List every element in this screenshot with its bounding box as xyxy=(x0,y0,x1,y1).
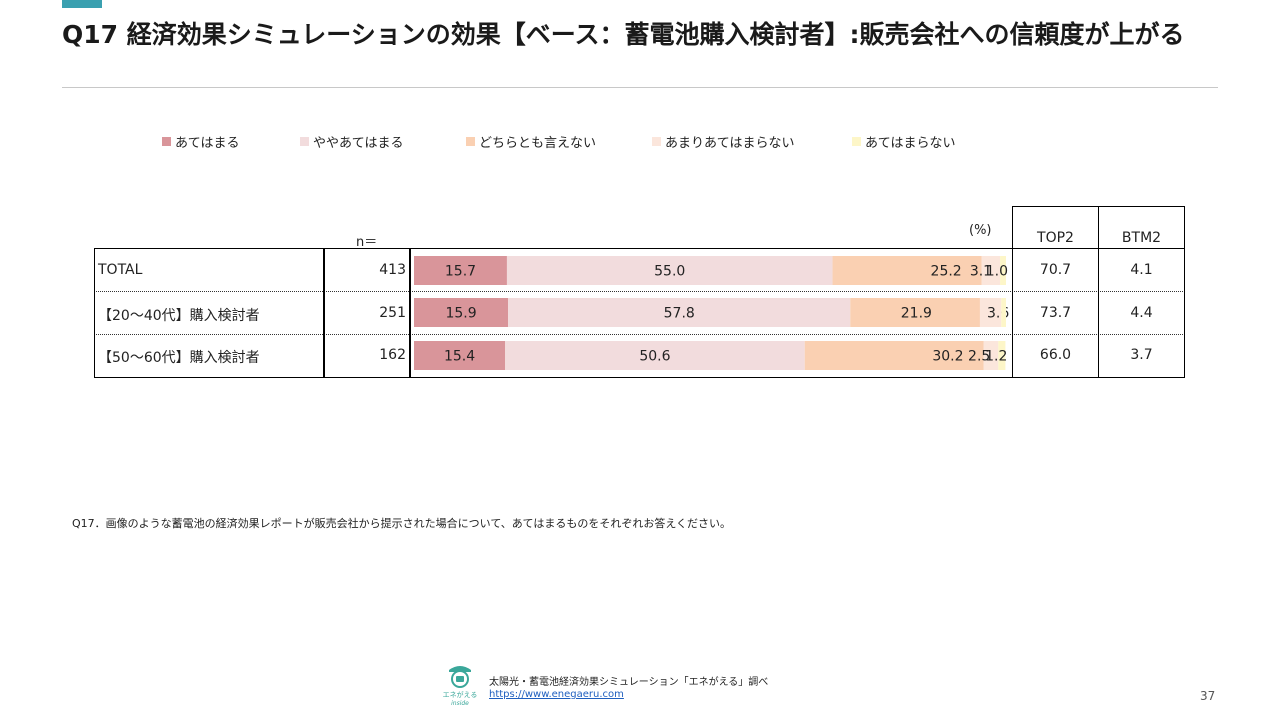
legend-item: どちらとも言えない xyxy=(466,132,596,151)
bar-segment xyxy=(414,341,506,370)
legend-swatch xyxy=(466,137,475,146)
bar-segment xyxy=(979,298,1002,327)
row-label: 【50～60代】購入検討者 xyxy=(98,350,260,366)
table-border xyxy=(409,248,411,378)
legend-label: あてはまる xyxy=(175,136,240,151)
bar-segment xyxy=(414,298,509,327)
bar-segment xyxy=(506,256,833,285)
legend-label: あてはまらない xyxy=(865,136,956,151)
data-label: 15.7 xyxy=(445,264,476,280)
bar-segment xyxy=(505,341,805,370)
logo-roof-shape xyxy=(449,666,471,672)
row-divider xyxy=(94,334,1185,335)
data-label: 2.5 xyxy=(968,349,990,365)
title-divider xyxy=(62,87,1218,88)
table-border xyxy=(1012,206,1013,378)
row-btm2: 4.1 xyxy=(1130,262,1153,278)
bar-segment xyxy=(508,298,851,327)
legend-item: ややあてはまる xyxy=(300,132,403,151)
data-label: 15.9 xyxy=(445,306,476,322)
row-top2: 70.7 xyxy=(1039,262,1072,278)
logo-subtext: inside xyxy=(451,700,469,706)
data-label: 3.1 xyxy=(970,264,992,280)
legend-item: あてはまる xyxy=(162,132,239,151)
bar-segment xyxy=(414,256,507,285)
table-border xyxy=(94,377,1185,378)
data-label: 1.0 xyxy=(986,264,1008,280)
question-text: Q17．画像のような蓄電池の経済効果レポートが販売会社から提示された場合について… xyxy=(72,517,732,530)
logo-ring-shape xyxy=(451,670,469,688)
top2-header: TOP2 xyxy=(1037,230,1074,246)
legend-label: どちらとも言えない xyxy=(479,136,597,151)
legend-swatch xyxy=(852,137,861,146)
page-number: 37 xyxy=(1200,689,1216,703)
legend-item: あてはまらない xyxy=(852,132,955,151)
data-label: 57.8 xyxy=(664,306,695,322)
chart-legend: あてはまる ややあてはまる どちらとも言えない あまりあてはまらない あてはまら… xyxy=(162,132,1062,152)
bar-segment xyxy=(1000,256,1006,285)
bar-segment xyxy=(804,341,984,370)
row-n: 413 xyxy=(379,262,406,278)
bar-segment xyxy=(832,256,982,285)
n-header: n＝ xyxy=(356,235,378,250)
legend-label: ややあてはまる xyxy=(313,136,404,151)
row-label: TOTAL xyxy=(98,262,143,278)
bar-segment xyxy=(850,298,980,327)
logo-core-shape xyxy=(456,676,464,682)
table-border xyxy=(94,248,95,378)
row-divider xyxy=(94,291,1185,292)
header-accent-bar xyxy=(62,0,102,8)
btm2-header: BTM2 xyxy=(1121,230,1162,246)
table-border xyxy=(323,248,325,378)
row-top2: 73.7 xyxy=(1039,305,1072,321)
legend-item: あまりあてはまらない xyxy=(652,132,794,151)
legend-swatch xyxy=(162,137,171,146)
enegaeru-logo: エネがえる inside xyxy=(443,666,477,706)
percent-unit-label: (%) xyxy=(969,223,992,238)
footer-source: 太陽光・蓄電池経済効果シミュレーション「エネがえる」調べ xyxy=(489,677,769,688)
row-top2: 66.0 xyxy=(1039,347,1072,363)
legend-label: あまりあてはまらない xyxy=(665,136,795,151)
data-label: 15.4 xyxy=(444,349,475,365)
bar-segment xyxy=(1001,298,1006,327)
table-border xyxy=(1098,206,1099,378)
row-btm2: 3.7 xyxy=(1130,347,1153,363)
legend-swatch xyxy=(300,137,309,146)
table-border xyxy=(1184,206,1185,378)
row-label: 【20～40代】購入検討者 xyxy=(98,308,260,324)
data-label: 55.0 xyxy=(654,264,685,280)
legend-swatch xyxy=(652,137,661,146)
bar-segment xyxy=(983,341,999,370)
data-label: 21.9 xyxy=(901,306,932,322)
page-title: Q17 経済効果シミュレーションの効果【ベース：蓄電池購入検討者】:販売会社への… xyxy=(62,20,1185,49)
table-border xyxy=(94,248,1185,249)
bar-segment xyxy=(981,256,1001,285)
logo-text: エネがえる xyxy=(443,690,477,699)
data-label: 3.6 xyxy=(987,306,1009,322)
footer-url-link[interactable]: https://www.enegaeru.com xyxy=(489,689,624,700)
row-n: 162 xyxy=(379,347,406,363)
data-label: 1.2 xyxy=(985,349,1007,365)
row-btm2: 4.4 xyxy=(1130,305,1153,321)
data-label: 50.6 xyxy=(639,349,670,365)
bar-segment xyxy=(998,341,1006,370)
row-n: 251 xyxy=(379,305,406,321)
data-label: 30.2 xyxy=(932,349,963,365)
data-label: 25.2 xyxy=(931,264,962,280)
